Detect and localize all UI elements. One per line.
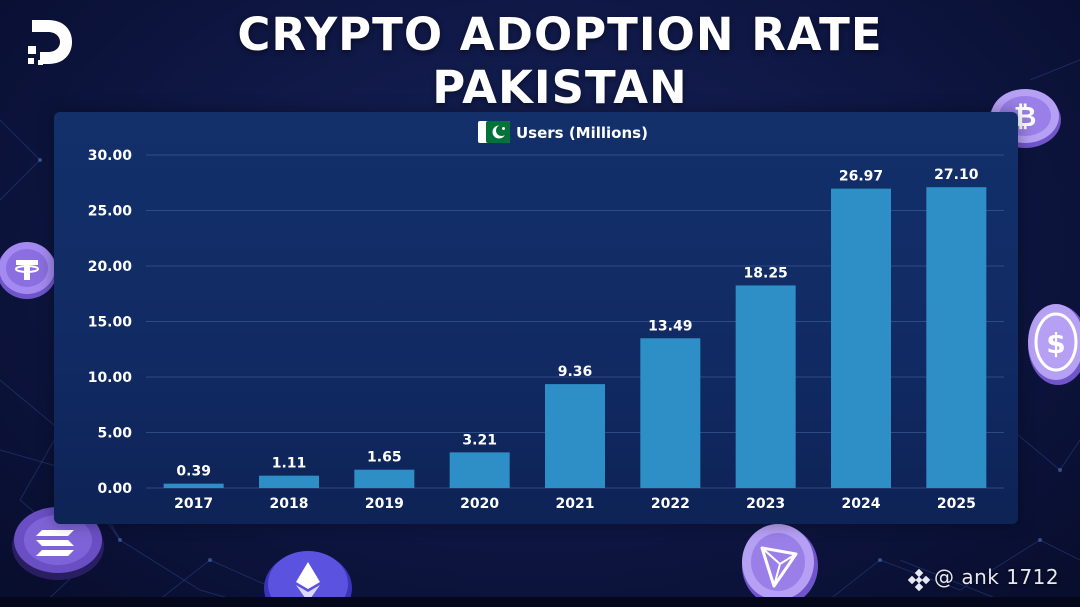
ethereum-coin-icon [264, 551, 352, 604]
pakistan-flag-icon [478, 121, 510, 143]
y-tick-label: 30.00 [88, 148, 133, 164]
value-label: 18.25 [744, 265, 788, 281]
svg-text:₿: ₿ [1014, 100, 1037, 133]
bar-2017 [163, 483, 224, 488]
binance-square-icon [908, 569, 930, 591]
tron-coin-icon [742, 524, 818, 604]
bar-2018 [259, 475, 319, 488]
y-tick-label: 15.00 [88, 315, 133, 331]
x-tick-label: 2021 [556, 496, 595, 512]
value-label: 1.65 [367, 450, 402, 466]
brand-logo-icon [28, 20, 72, 65]
bar-2024 [831, 188, 891, 488]
page-title: CRYPTO ADOPTION RATE PAKISTAN [237, 8, 883, 114]
x-tick-label: 2017 [174, 496, 213, 512]
tether-coin-icon [0, 242, 57, 299]
bar-2025 [926, 187, 987, 488]
x-tick-label: 2024 [842, 496, 881, 512]
legend-label: Users (Millions) [516, 124, 648, 142]
watermark: @ ank 1712 [934, 565, 1060, 589]
value-label: 0.39 [176, 464, 211, 480]
bar-2021 [545, 384, 605, 488]
x-tick-label: 2025 [937, 496, 976, 512]
value-label: 3.21 [462, 432, 497, 448]
y-tick-label: 5.00 [97, 426, 132, 442]
bar-2020 [449, 452, 510, 488]
x-tick-label: 2018 [270, 496, 309, 512]
x-tick-label: 2022 [651, 496, 690, 512]
x-tick-label: 2019 [365, 496, 404, 512]
y-tick-label: 10.00 [88, 370, 133, 386]
x-tick-label: 2020 [460, 496, 499, 512]
value-label: 26.97 [839, 169, 883, 185]
usd-coin-icon: $ [1028, 304, 1080, 385]
bar-2019 [354, 469, 415, 488]
bar-2022 [640, 338, 701, 488]
x-tick-label: 2023 [746, 496, 785, 512]
value-label: 27.10 [934, 167, 979, 183]
y-tick-label: 0.00 [97, 481, 132, 497]
svg-text:$: $ [1046, 327, 1065, 360]
value-label: 9.36 [558, 364, 593, 380]
y-tick-label: 20.00 [88, 259, 133, 275]
bar-2023 [735, 285, 796, 488]
bottom-strip [0, 597, 1080, 607]
y-tick-label: 25.00 [88, 204, 133, 220]
value-label: 1.11 [272, 456, 307, 472]
value-label: 13.49 [648, 318, 692, 334]
